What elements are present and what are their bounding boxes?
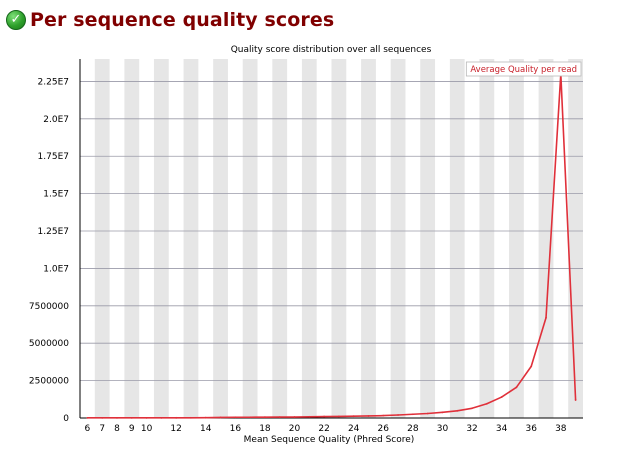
background-band bbox=[153, 59, 169, 418]
data-point bbox=[308, 415, 311, 418]
data-point bbox=[397, 414, 399, 416]
x-tick-label: 22 bbox=[318, 424, 329, 434]
data-point bbox=[471, 407, 473, 410]
data-point bbox=[160, 416, 163, 419]
background-band bbox=[242, 59, 258, 418]
x-tick-label: 18 bbox=[259, 424, 271, 434]
data-point bbox=[145, 416, 148, 419]
x-tick-label: 6 bbox=[85, 424, 91, 434]
data-point bbox=[204, 416, 207, 419]
data-point bbox=[411, 413, 414, 416]
data-point bbox=[219, 416, 222, 419]
y-tick-label: 2.0E7 bbox=[43, 115, 69, 125]
page-title: Per sequence quality scores bbox=[30, 9, 335, 31]
data-point bbox=[367, 415, 370, 417]
data-point bbox=[382, 414, 385, 417]
x-tick-label: 24 bbox=[348, 424, 360, 434]
background-band bbox=[509, 59, 524, 418]
y-tick-label: 1.0E7 bbox=[43, 264, 69, 274]
data-point bbox=[101, 416, 104, 419]
background-band bbox=[213, 59, 228, 418]
y-tick-label: 1.75E7 bbox=[38, 152, 69, 162]
data-point bbox=[456, 409, 459, 412]
x-tick-label: 10 bbox=[141, 424, 153, 434]
data-point bbox=[352, 415, 355, 418]
data-point bbox=[130, 416, 133, 419]
data-point bbox=[574, 399, 577, 401]
data-point bbox=[545, 316, 547, 319]
data-point bbox=[485, 402, 488, 405]
data-point bbox=[515, 386, 518, 389]
x-tick-label: 38 bbox=[555, 424, 567, 434]
legend-label: Average Quality per read bbox=[470, 65, 577, 75]
background-band bbox=[449, 59, 465, 418]
y-tick-label: 1.5E7 bbox=[43, 190, 69, 200]
x-axis-label: Mean Sequence Quality (Phred Score) bbox=[244, 435, 415, 445]
background-band bbox=[361, 59, 376, 418]
background-bands bbox=[94, 59, 583, 418]
data-point bbox=[337, 415, 340, 418]
series-group bbox=[86, 73, 577, 419]
x-tick-label: 20 bbox=[289, 424, 301, 434]
y-axis-ticks: 0 2500000 5000000 7500000 1.0E7 1.25E7 1.5E7 1.… bbox=[29, 77, 69, 424]
y-tick-label: 5000000 bbox=[29, 339, 69, 349]
y-tick-label: 2.25E7 bbox=[38, 77, 69, 87]
x-axis-ticks: 6 7 8 9 10 12 14 16 18 20 22 24 26 28 30 32 34 36 38 bbox=[85, 424, 567, 434]
background-band bbox=[331, 59, 347, 418]
data-point bbox=[190, 416, 192, 419]
background-band bbox=[390, 59, 406, 418]
data-point bbox=[116, 416, 118, 419]
data-point bbox=[293, 416, 296, 418]
background-band bbox=[183, 59, 199, 418]
chart-title: Quality score distribution over all sequ… bbox=[231, 45, 432, 55]
legend: Average Quality per read bbox=[465, 61, 582, 77]
data-point bbox=[175, 416, 178, 419]
x-tick-label: 8 bbox=[114, 424, 120, 434]
data-point bbox=[500, 396, 503, 398]
data-point bbox=[323, 415, 326, 418]
legend-box bbox=[465, 61, 582, 77]
data-point bbox=[441, 411, 444, 414]
y-tick-label: 7500000 bbox=[29, 302, 69, 312]
x-tick-label: 16 bbox=[230, 424, 242, 434]
background-band bbox=[479, 59, 495, 418]
x-tick-label: 26 bbox=[378, 424, 390, 434]
data-point bbox=[234, 416, 237, 419]
grid-lines bbox=[80, 81, 583, 382]
x-tick-label: 32 bbox=[466, 424, 477, 434]
module-header: ✓ Per sequence quality scores bbox=[6, 6, 334, 34]
data-point bbox=[530, 365, 533, 368]
background-band bbox=[124, 59, 140, 418]
series-line bbox=[87, 73, 577, 419]
x-tick-label: 36 bbox=[525, 424, 537, 434]
background-band bbox=[272, 59, 288, 418]
x-tick-label: 30 bbox=[437, 424, 449, 434]
pass-check-icon: ✓ bbox=[6, 10, 26, 30]
y-tick-label: 2500000 bbox=[29, 377, 69, 387]
data-point bbox=[278, 416, 281, 419]
background-band bbox=[420, 59, 436, 418]
x-tick-label: 14 bbox=[200, 424, 212, 434]
data-point bbox=[426, 412, 429, 415]
x-tick-label: 9 bbox=[129, 424, 135, 434]
x-tick-label: 28 bbox=[407, 424, 419, 434]
y-tick-label: 0 bbox=[63, 414, 69, 424]
x-tick-label: 12 bbox=[170, 424, 181, 434]
background-band bbox=[568, 59, 583, 418]
x-tick-label: 7 bbox=[99, 424, 105, 434]
background-band bbox=[301, 59, 317, 418]
x-tick-label: 34 bbox=[496, 424, 508, 434]
data-point bbox=[264, 416, 266, 419]
y-tick-label: 1.25E7 bbox=[38, 227, 69, 237]
data-point bbox=[86, 416, 89, 419]
background-band bbox=[94, 59, 110, 418]
data-point bbox=[249, 416, 252, 419]
